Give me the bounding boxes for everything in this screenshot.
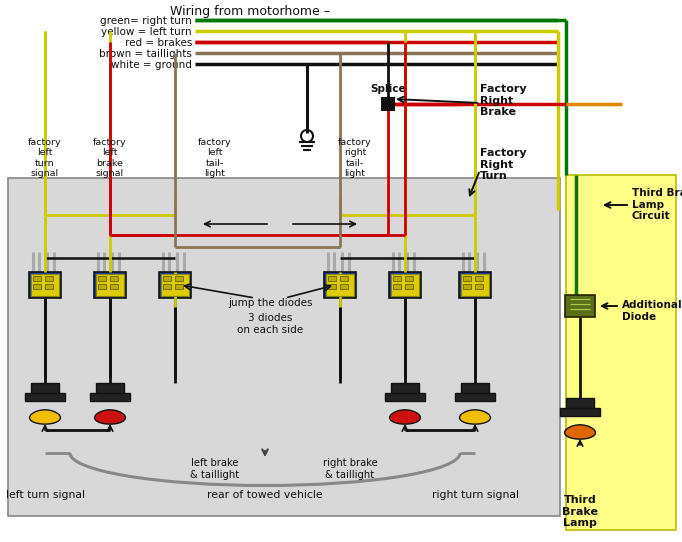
- Text: green= right turn: green= right turn: [100, 16, 192, 26]
- Bar: [565, 295, 595, 317]
- Bar: [393, 284, 401, 289]
- Text: right turn signal: right turn signal: [432, 490, 518, 500]
- Bar: [566, 175, 676, 530]
- Text: factory
left
brake
signal: factory left brake signal: [93, 138, 127, 178]
- Text: rear of towed vehicle: rear of towed vehicle: [207, 490, 323, 500]
- Bar: [381, 97, 395, 111]
- Polygon shape: [95, 410, 125, 424]
- Bar: [459, 272, 491, 298]
- Bar: [159, 272, 191, 298]
- Bar: [328, 284, 336, 289]
- Text: Wiring from motorhome –: Wiring from motorhome –: [170, 5, 330, 18]
- Polygon shape: [389, 410, 420, 424]
- Text: Factory
Right
Turn: Factory Right Turn: [480, 148, 527, 181]
- Bar: [328, 276, 336, 281]
- Bar: [385, 393, 425, 401]
- Polygon shape: [29, 410, 61, 424]
- Bar: [455, 393, 495, 401]
- Text: factory
left
tail-
light: factory left tail- light: [198, 138, 232, 178]
- Bar: [566, 398, 594, 414]
- Bar: [90, 393, 130, 401]
- Bar: [163, 284, 171, 289]
- Bar: [8, 178, 560, 516]
- Bar: [461, 274, 489, 296]
- Text: yellow = left turn: yellow = left turn: [102, 27, 192, 37]
- Bar: [461, 383, 489, 399]
- Bar: [94, 272, 126, 298]
- Text: red = brakes: red = brakes: [125, 38, 192, 48]
- Bar: [31, 274, 59, 296]
- Bar: [98, 276, 106, 281]
- Bar: [393, 276, 401, 281]
- Bar: [560, 408, 600, 416]
- Bar: [96, 274, 124, 296]
- Bar: [475, 284, 483, 289]
- Bar: [405, 276, 413, 281]
- Bar: [389, 272, 421, 298]
- Text: left turn signal: left turn signal: [5, 490, 85, 500]
- Bar: [31, 383, 59, 399]
- Bar: [29, 272, 61, 298]
- Text: brown = taillights: brown = taillights: [99, 49, 192, 59]
- Text: Splice: Splice: [370, 84, 406, 94]
- Bar: [33, 276, 41, 281]
- Bar: [391, 274, 419, 296]
- Bar: [110, 284, 118, 289]
- Bar: [175, 284, 183, 289]
- Text: 3 diodes
on each side: 3 diodes on each side: [237, 313, 303, 334]
- Text: factory
right
tail-
light: factory right tail- light: [338, 138, 372, 178]
- Text: Third
Brake
Lamp: Third Brake Lamp: [562, 495, 598, 528]
- Bar: [98, 284, 106, 289]
- Bar: [326, 274, 354, 296]
- Bar: [405, 284, 413, 289]
- Text: factory
left
turn
signal: factory left turn signal: [28, 138, 62, 178]
- Bar: [161, 274, 189, 296]
- Text: jump the diodes: jump the diodes: [228, 298, 312, 308]
- Bar: [45, 284, 53, 289]
- Bar: [163, 276, 171, 281]
- Bar: [33, 284, 41, 289]
- Bar: [463, 284, 471, 289]
- Bar: [463, 276, 471, 281]
- Text: left brake
& taillight: left brake & taillight: [190, 458, 239, 480]
- Text: Additional
Diode: Additional Diode: [622, 300, 682, 321]
- Polygon shape: [565, 425, 595, 439]
- Bar: [175, 276, 183, 281]
- Bar: [25, 393, 65, 401]
- Text: Factory
Right
Brake: Factory Right Brake: [480, 84, 527, 117]
- Bar: [340, 276, 348, 281]
- Bar: [475, 276, 483, 281]
- Text: right brake
& taillight: right brake & taillight: [323, 458, 377, 480]
- Text: Third Brake
Lamp
Circuit: Third Brake Lamp Circuit: [632, 188, 682, 221]
- Bar: [110, 276, 118, 281]
- Bar: [340, 284, 348, 289]
- Bar: [96, 383, 124, 399]
- Text: white = ground: white = ground: [111, 60, 192, 70]
- Bar: [324, 272, 356, 298]
- Bar: [45, 276, 53, 281]
- Polygon shape: [460, 410, 490, 424]
- Bar: [391, 383, 419, 399]
